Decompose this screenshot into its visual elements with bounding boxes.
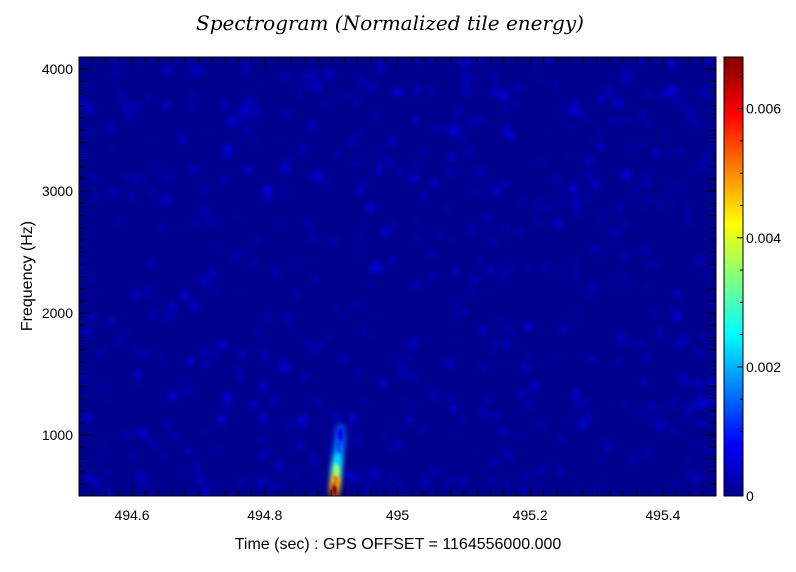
colorbar (723, 56, 744, 497)
colorbar-tick-label: 0 (746, 488, 754, 504)
x-tick-label: 495 (386, 507, 410, 523)
colorbar-axis: 0 0.002 0.004 0.006 (737, 75, 781, 504)
feature-core (336, 440, 342, 455)
x-tick-label: 494.6 (115, 507, 150, 523)
y-tick-label: 4000 (42, 61, 73, 77)
colorbar-tick-label: 0.004 (746, 230, 781, 246)
y-tick-label: 1000 (42, 427, 73, 443)
y-tick-label: 2000 (42, 305, 73, 321)
feature-core (337, 428, 343, 442)
x-tick-label: 495.4 (645, 507, 680, 523)
colorbar-tick-label: 0.002 (746, 359, 781, 375)
y-tick-label: 3000 (42, 183, 73, 199)
transient-feature (328, 423, 347, 496)
x-tick-label: 495.2 (513, 507, 548, 523)
plot-area (79, 57, 716, 496)
x-axis-label: Time (sec) : GPS OFFSET = 1164556000.000 (235, 536, 562, 553)
x-axis: 494.6 494.8 495 495.2 495.4 (91, 57, 717, 523)
colorbar-tick-label: 0.006 (746, 101, 781, 117)
y-axis-label: Frequency (Hz) (19, 221, 36, 331)
y-axis: 1000 2000 3000 4000 (42, 56, 716, 497)
x-tick-label: 494.8 (247, 507, 282, 523)
feature-core (335, 452, 341, 467)
chart-title: Spectrogram (Normalized tile energy) (196, 11, 584, 35)
